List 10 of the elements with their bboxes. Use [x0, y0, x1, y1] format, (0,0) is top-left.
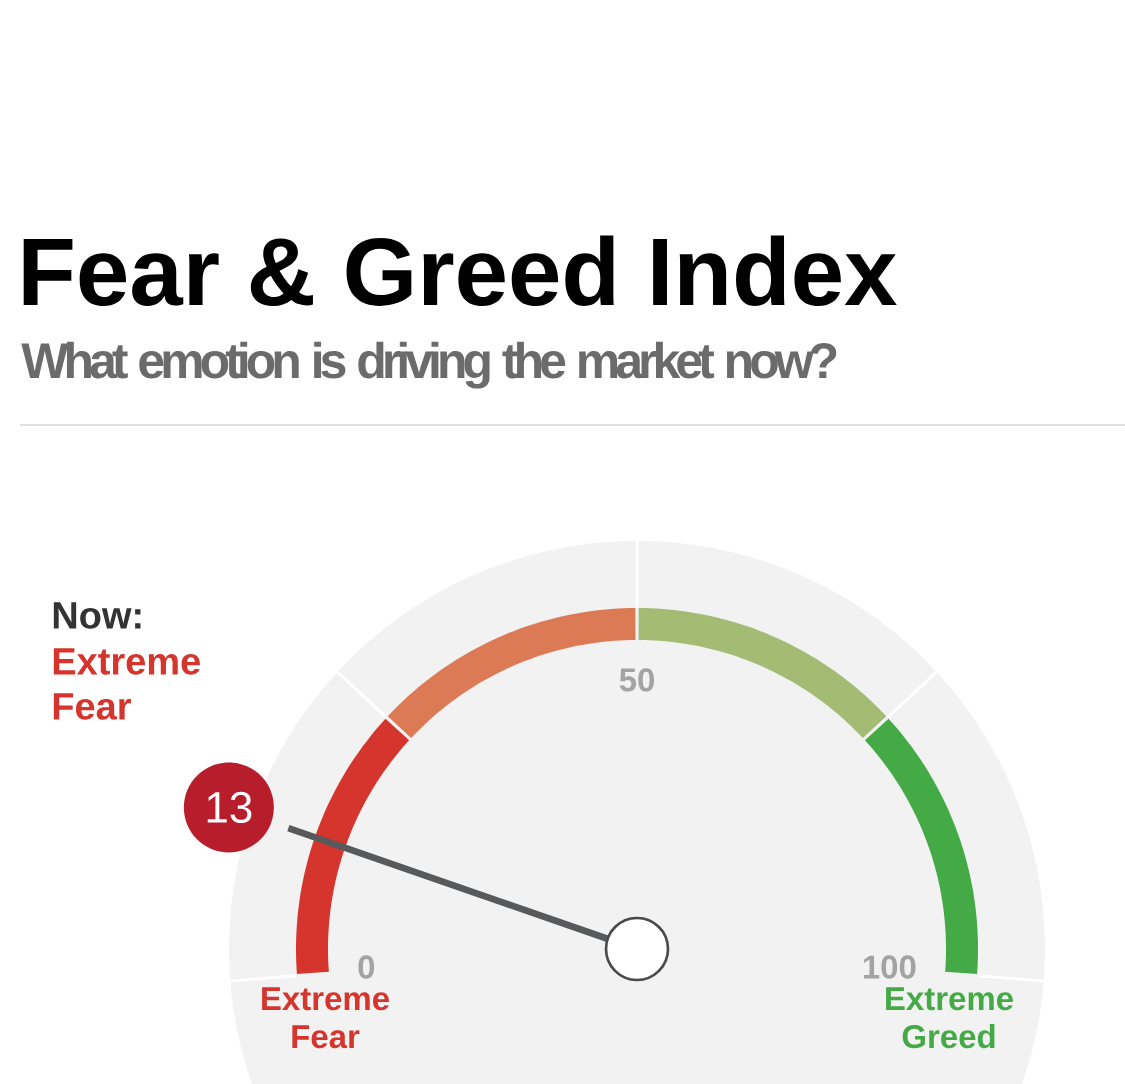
text: 50	[619, 668, 654, 692]
text: 13	[207, 791, 252, 824]
slice-label: Extreme Greed	[886, 987, 1013, 1049]
text: Now:	[53, 602, 141, 629]
chart-subtitle: What emotion is driving the market now?	[21, 341, 837, 389]
text: 100	[863, 955, 916, 979]
slice-label: Extreme Fear	[262, 987, 389, 1049]
chart-title: Fear & Greed Index	[23, 235, 897, 306]
text: Extreme Fear	[53, 648, 200, 720]
text: 0	[358, 955, 375, 979]
